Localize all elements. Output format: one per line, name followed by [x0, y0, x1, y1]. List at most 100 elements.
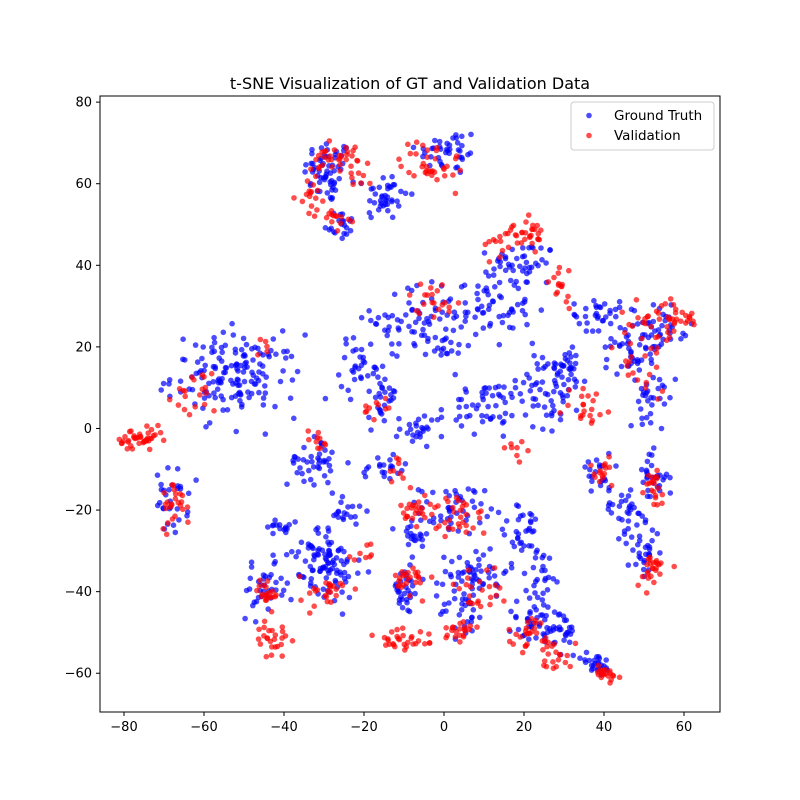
data-point: [450, 504, 456, 511]
data-point: [212, 394, 218, 401]
data-point: [481, 250, 488, 256]
data-point: [530, 424, 536, 430]
data-point: [242, 360, 248, 367]
data-point: [628, 354, 635, 360]
data-point: [606, 464, 613, 471]
data-point: [626, 321, 632, 328]
data-point: [495, 509, 502, 516]
data-point: [634, 377, 641, 383]
data-point: [379, 363, 386, 370]
data-point: [603, 364, 609, 371]
data-point: [294, 469, 301, 476]
data-point: [406, 300, 412, 306]
data-point: [463, 581, 470, 588]
data-point: [650, 318, 657, 325]
data-point: [549, 428, 555, 434]
data-point: [224, 407, 231, 413]
data-point: [540, 647, 546, 653]
data-point: [486, 385, 493, 391]
data-point: [521, 570, 528, 577]
data-point: [459, 142, 465, 149]
data-point: [492, 284, 498, 290]
data-point: [339, 493, 346, 500]
data-point: [337, 161, 343, 168]
data-point: [307, 610, 313, 616]
data-point: [597, 467, 604, 474]
data-point: [638, 357, 645, 363]
data-point: [463, 529, 470, 535]
data-point: [532, 516, 539, 522]
data-point: [527, 610, 533, 617]
data-point: [509, 412, 515, 419]
data-point: [352, 513, 358, 520]
data-point: [496, 279, 503, 286]
data-point: [539, 379, 546, 385]
data-point: [526, 543, 532, 549]
data-point: [338, 499, 344, 506]
data-point: [279, 653, 286, 659]
data-point: [450, 581, 457, 588]
data-point: [211, 408, 217, 414]
data-point: [194, 359, 201, 365]
data-point: [569, 344, 576, 350]
data-point: [508, 306, 515, 312]
data-point: [435, 306, 442, 313]
data-point: [250, 357, 256, 363]
data-point: [358, 180, 364, 186]
data-point: [443, 488, 449, 495]
data-point: [572, 640, 579, 647]
data-point: [636, 342, 643, 348]
data-point: [449, 526, 456, 532]
data-point: [654, 396, 661, 402]
data-point: [517, 263, 523, 270]
data-point: [283, 355, 289, 361]
data-point: [554, 579, 560, 585]
data-point: [487, 416, 494, 423]
data-point: [432, 504, 438, 511]
data-point: [158, 481, 164, 488]
data-point: [491, 565, 498, 571]
data-point: [490, 298, 497, 305]
data-point: [197, 392, 203, 398]
data-point: [306, 467, 312, 474]
data-point: [174, 506, 181, 512]
data-point: [578, 393, 585, 400]
data-point: [653, 308, 660, 315]
data-point: [216, 376, 222, 382]
data-point: [526, 636, 532, 642]
data-point: [329, 219, 335, 225]
data-point: [464, 413, 470, 420]
data-point: [421, 301, 427, 307]
data-point: [608, 335, 614, 342]
data-point: [508, 565, 515, 571]
y-tick-label: −60: [65, 667, 92, 682]
data-point: [269, 627, 275, 634]
data-point: [255, 377, 262, 384]
data-point: [667, 490, 674, 496]
data-point: [642, 353, 648, 359]
data-point: [311, 603, 318, 609]
data-point: [561, 617, 568, 624]
data-point: [497, 263, 503, 270]
data-point: [271, 636, 278, 643]
data-point: [434, 176, 440, 183]
data-point: [623, 540, 629, 547]
data-point: [450, 172, 456, 178]
data-point: [470, 577, 477, 583]
data-point: [616, 298, 623, 305]
data-point: [346, 594, 353, 601]
data-point: [440, 608, 446, 615]
data-point: [654, 467, 660, 474]
data-point: [499, 247, 506, 254]
data-point: [659, 500, 665, 507]
data-point: [458, 607, 465, 613]
data-point: [496, 293, 503, 299]
data-point: [260, 352, 266, 358]
data-point: [513, 598, 520, 605]
data-point: [390, 388, 397, 394]
data-point: [358, 362, 365, 369]
data-point: [431, 348, 438, 354]
data-point: [622, 497, 629, 504]
data-point: [506, 638, 513, 645]
data-point: [475, 296, 481, 303]
